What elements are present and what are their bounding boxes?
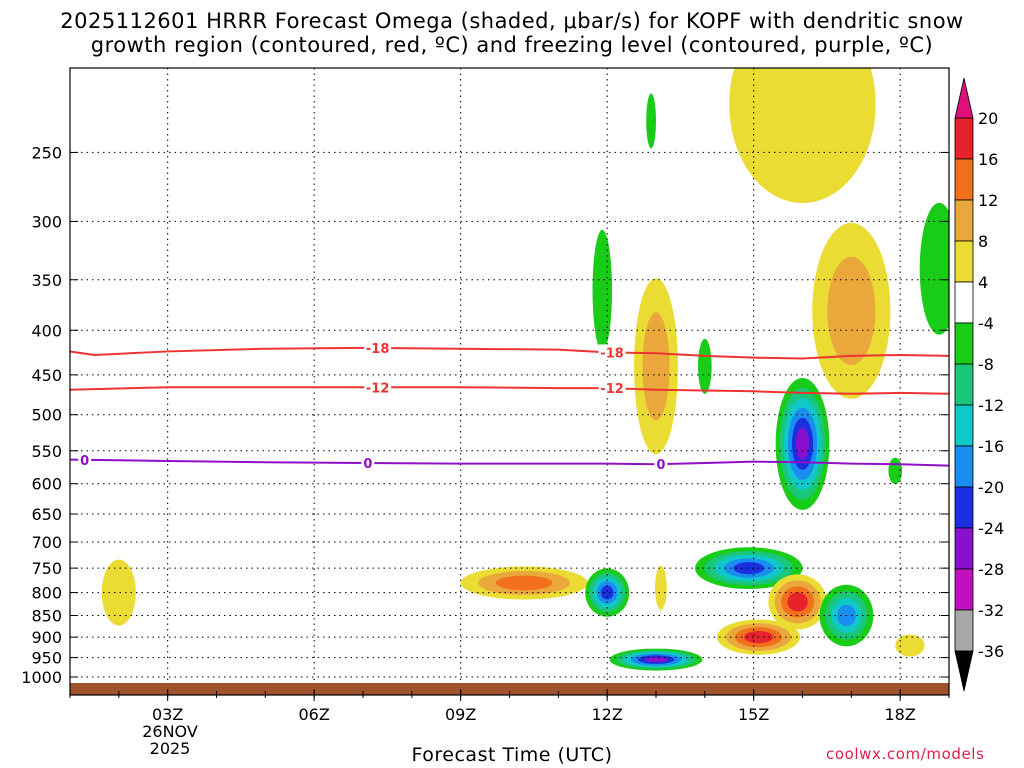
colorbar-label-7: -12 [978, 396, 1004, 415]
colorbar-band-4 [954, 281, 974, 324]
contour-label-bg--18C-1 [598, 344, 626, 361]
contour--12C [70, 386, 949, 395]
x-tick-label-12Z: 12Z [592, 705, 623, 724]
date-label-year: 2025 [149, 739, 191, 758]
omega-cell-8-level-0 [697, 338, 712, 394]
colorbar-band-3 [954, 240, 974, 283]
colorbar-band-2 [954, 199, 974, 242]
y-tick-label-450: 450 [31, 366, 62, 385]
y-tick-label-550: 550 [31, 442, 62, 461]
omega-cell-15-level-0 [729, 68, 876, 204]
y-tick-label-850: 850 [31, 607, 62, 626]
colorbar-label-2: 12 [978, 191, 998, 210]
contour-label-bg--12C-0 [364, 379, 392, 396]
y-tick-label-1000: 1000 [21, 668, 62, 687]
omega-cell-5-level-0 [655, 565, 667, 610]
contour-label-bg--18C-0 [364, 339, 392, 356]
contour-label--12C-0: -12 [366, 381, 390, 396]
colorbar-band-5 [954, 322, 974, 365]
contour-0C [70, 458, 949, 467]
y-tick-label-700: 700 [31, 533, 62, 552]
colorbar-band-10 [954, 527, 974, 570]
credit-link[interactable]: coolwx.com/models [826, 745, 985, 763]
colorbar-band-7 [954, 404, 974, 447]
contour-label-0C-2: 0 [656, 458, 665, 473]
y-axis: 250 300 350 400 450 500 550 600 650 700 750 800 850 9… [21, 143, 949, 687]
colorbar-label-0: 20 [978, 109, 998, 128]
x-tick-label-03Z: 03Z [152, 705, 183, 724]
y-tick-label-900: 900 [31, 628, 62, 647]
omega-cell-18-level-0 [919, 202, 949, 335]
contour-label-bg-0C-1 [361, 455, 375, 472]
colorbar-band-0 [954, 117, 974, 160]
colorbar-label-4: 4 [978, 273, 988, 292]
y-tick-label-250: 250 [31, 143, 62, 162]
grid-lines [70, 68, 949, 695]
colorbar-label-13: -36 [978, 642, 1004, 661]
x-tick-label-06Z: 06Z [299, 705, 330, 724]
omega-cell-2-level-4 [600, 585, 614, 600]
chart-title-line2: growth region (contoured, red, ºC) and f… [90, 33, 934, 57]
x-axis: 03Z 06Z 09Z 12Z 15Z 18Z [69, 689, 950, 724]
y-tick-label-400: 400 [31, 321, 62, 340]
colorbar-bottom-arrow [954, 650, 974, 692]
colorbar-label-11: -28 [978, 560, 1004, 579]
omega-cell-10-level-3 [787, 592, 808, 612]
omega-cell-12-level-5 [795, 427, 810, 460]
colorbar-label-9: -20 [978, 478, 1004, 497]
contour-label-0C-1: 0 [363, 457, 372, 472]
x-tick-label-18Z: 18Z [885, 705, 916, 724]
omega-cell-7-level-0 [646, 93, 656, 149]
omega-shading [101, 68, 949, 671]
contour-label-0C-0: 0 [80, 454, 89, 469]
omega-cell-9-level-4 [733, 562, 765, 575]
omega-cell-4-level-1 [642, 312, 670, 421]
colorbar-label-5: -4 [978, 314, 994, 333]
y-tick-label-350: 350 [31, 271, 62, 290]
x-tick-label-09Z: 09Z [445, 705, 476, 724]
colorbar-band-1 [954, 158, 974, 201]
contour-label-bg--12C-1 [598, 380, 626, 397]
ground-surface [70, 683, 949, 695]
contour-label--18C-0: -18 [366, 342, 390, 357]
contour-label--12C-1: -12 [600, 382, 624, 397]
contour-label-bg-0C-2 [654, 456, 668, 473]
colorbar-band-8 [954, 445, 974, 488]
colorbar-label-10: -24 [978, 519, 1004, 538]
contour-label-bg-0C-0 [78, 451, 92, 468]
colorbar-label-8: -16 [978, 437, 1004, 456]
temperature-contours: -18 -18 -12 -12 0 0 0 [70, 339, 949, 473]
x-axis-title: Forecast Time (UTC) [411, 744, 613, 766]
date-label-day: 26NOV [142, 722, 198, 741]
colorbar-label-1: 16 [978, 150, 998, 169]
omega-cell-3-level-5 [644, 656, 668, 663]
chart-title-line1: 2025112601 HRRR Forecast Omega (shaded, … [60, 9, 964, 33]
y-tick-label-800: 800 [31, 584, 62, 603]
colorbar-label-12: -32 [978, 601, 1004, 620]
colorbar-label-3: 8 [978, 232, 988, 251]
omega-cell-17-level-0 [895, 634, 925, 657]
colorbar-band-12 [954, 609, 974, 652]
y-tick-label-650: 650 [31, 505, 62, 524]
colorbar-label-6: -8 [978, 355, 994, 374]
colorbar-band-9 [954, 486, 974, 529]
colorbar-band-11 [954, 568, 974, 611]
y-tick-label-600: 600 [31, 475, 62, 494]
contour-label--18C-1: -18 [600, 346, 624, 361]
colorbar-top-arrow [954, 77, 974, 119]
omega-cell-14-level-1 [827, 256, 876, 366]
omega-cell-1-level-2 [495, 575, 553, 591]
omega-cell-6-level-0 [592, 229, 613, 351]
omega-cell-0-level-0 [101, 559, 136, 626]
colorbar: 20 16 12 8 4 -4 -8 -12 -16 -20 -24 -28 -32 -36 [954, 77, 1004, 692]
colorbar-band-6 [954, 363, 974, 406]
y-tick-label-950: 950 [31, 649, 62, 668]
x-tick-label-15Z: 15Z [738, 705, 769, 724]
y-tick-label-500: 500 [31, 406, 62, 425]
y-tick-label-750: 750 [31, 559, 62, 578]
y-tick-label-300: 300 [31, 212, 62, 231]
